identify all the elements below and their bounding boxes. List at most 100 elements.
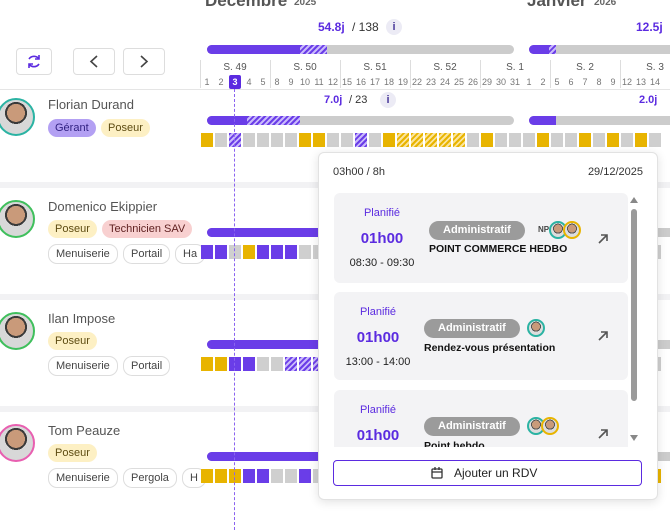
day-cell xyxy=(201,469,213,483)
appointment-card[interactable]: Planifié 01h00 13:00 - 14:00 Administratif R… xyxy=(334,292,628,380)
appointment-card[interactable]: Planifié 01h00 Administratif Point hebdo xyxy=(334,390,628,447)
duration: 01h00 xyxy=(356,427,400,444)
day-cell xyxy=(285,357,297,371)
calendar-icon xyxy=(430,466,444,480)
day-label: 11 xyxy=(314,77,324,87)
today-label: 3 xyxy=(229,75,241,89)
day-cell xyxy=(201,245,213,259)
avatar xyxy=(0,98,35,136)
progress-planned xyxy=(247,116,300,125)
day-cell xyxy=(425,133,437,147)
open-link[interactable] xyxy=(596,427,610,441)
skill-tag: Portail xyxy=(123,244,171,264)
day-cell xyxy=(551,133,563,147)
summary-value: 12.5j xyxy=(636,20,663,34)
day-label: 9 xyxy=(610,77,616,87)
week-separator xyxy=(410,60,411,88)
day-cell xyxy=(313,133,325,147)
skill-tag: Menuiserie xyxy=(48,468,118,488)
load-total: / 23 xyxy=(349,94,368,106)
day-cell xyxy=(229,245,241,259)
day-label: 29 xyxy=(481,77,492,87)
day-cell xyxy=(257,133,269,147)
day-cell xyxy=(215,245,227,259)
progress-bar xyxy=(207,45,514,54)
day-cell xyxy=(467,133,479,147)
day-cell xyxy=(621,133,633,147)
day-cell xyxy=(215,357,227,371)
day-cell xyxy=(607,133,619,147)
today-line xyxy=(234,89,235,530)
avatar-mini xyxy=(527,319,545,337)
day-cell xyxy=(341,133,353,147)
progress-fill xyxy=(529,45,549,54)
capacity: 03h00 / 8h xyxy=(333,166,385,178)
role-tag: Poseur xyxy=(48,332,97,350)
day-cell xyxy=(411,133,423,147)
appointment-title: POINT COMMERCE HEDBO xyxy=(429,243,568,255)
avatar xyxy=(0,312,35,350)
day-cell xyxy=(271,469,283,483)
role-tag: Poseur xyxy=(48,444,97,462)
week-label: S. 52 xyxy=(433,62,457,73)
role-tag: Poseur xyxy=(101,119,150,137)
week-label: S. 2 xyxy=(576,62,594,73)
role-tag: Technicien SAV xyxy=(102,220,193,238)
day-cell xyxy=(453,133,465,147)
appointment-list: Planifié 01h00 08:30 - 09:30 Administratif P… xyxy=(319,193,657,447)
appointment-title: Rendez-vous présentation xyxy=(424,342,556,354)
week-separator xyxy=(480,60,481,88)
progress-fill xyxy=(207,116,247,125)
day-label: 17 xyxy=(369,77,380,87)
skill-tag: Ha xyxy=(175,244,206,264)
person-name: Domenico Ekippier xyxy=(48,199,158,214)
status: Planifié xyxy=(359,306,397,318)
summary-total: / 138 xyxy=(352,20,379,34)
day-cell xyxy=(355,133,367,147)
week-separator xyxy=(550,60,551,88)
info-badge[interactable]: i xyxy=(386,19,402,35)
day-cell xyxy=(565,133,577,147)
day-cell xyxy=(523,133,535,147)
day-cell xyxy=(285,469,297,483)
day-cell xyxy=(243,469,255,483)
progress-bar xyxy=(529,116,670,125)
progress-bar xyxy=(207,116,514,125)
open-link[interactable] xyxy=(596,232,610,246)
info-badge[interactable]: i xyxy=(380,92,396,108)
skill-tag: Menuiserie xyxy=(48,356,118,376)
day-cell xyxy=(257,469,269,483)
day-cell xyxy=(299,133,311,147)
week-label: S. 49 xyxy=(223,62,247,73)
date: 29/12/2025 xyxy=(587,166,643,178)
person-name: Florian Durand xyxy=(48,97,134,112)
appointment-card[interactable]: Planifié 01h00 08:30 - 09:30 Administratif P… xyxy=(334,193,628,283)
day-label: 26 xyxy=(467,77,478,87)
refresh-button[interactable] xyxy=(16,48,52,75)
day-label: 10 xyxy=(299,77,310,87)
day-label: 22 xyxy=(411,77,422,87)
day-cell xyxy=(229,133,241,147)
month-name: Décembre xyxy=(205,0,288,10)
avatar-mini xyxy=(563,221,581,239)
progress-fill xyxy=(207,452,320,461)
time-range: 08:30 - 09:30 xyxy=(349,257,415,269)
day-cell xyxy=(229,357,241,371)
skill-tag: Portail xyxy=(123,356,171,376)
day-cell xyxy=(481,133,493,147)
week-separator xyxy=(340,60,341,88)
day-cell xyxy=(439,133,451,147)
next-button[interactable] xyxy=(123,48,165,75)
day-label: 1 xyxy=(526,77,532,87)
load-value: 2.0j xyxy=(639,94,658,106)
day-label: 2 xyxy=(218,77,224,87)
day-label: 8 xyxy=(596,77,602,87)
add-label: Ajouter un RDV xyxy=(454,466,538,480)
day-cell xyxy=(243,357,255,371)
day-cell xyxy=(369,133,381,147)
add-button[interactable]: Ajouter un RDV xyxy=(333,460,642,486)
prev-button[interactable] xyxy=(73,48,115,75)
scroll-thumb[interactable] xyxy=(631,209,637,401)
open-link[interactable] xyxy=(596,329,610,343)
skill-tag: Menuiserie xyxy=(48,244,118,264)
